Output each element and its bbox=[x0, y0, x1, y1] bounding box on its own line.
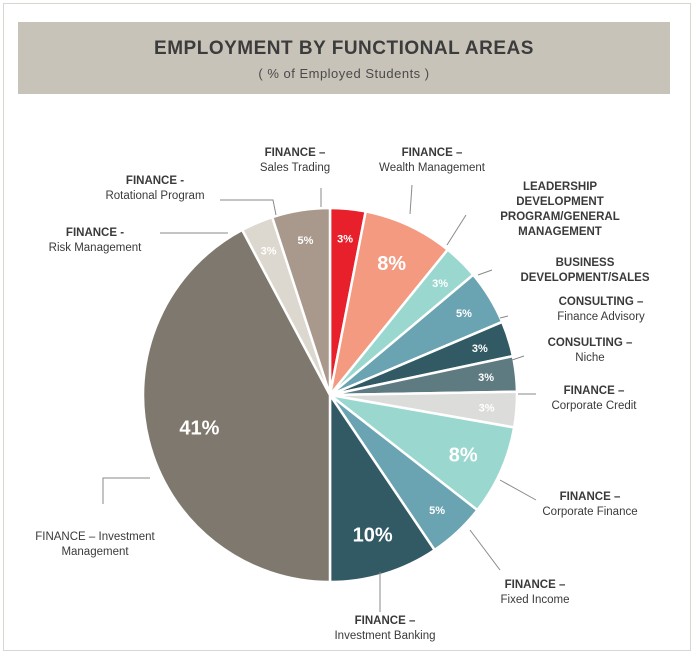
leader-line bbox=[446, 214, 467, 246]
leader-line bbox=[511, 355, 525, 361]
pie-slice bbox=[328, 390, 437, 584]
slice-category-label: FINANCE – Investment Management bbox=[35, 531, 155, 558]
leader-line bbox=[469, 529, 501, 571]
leader-line bbox=[102, 477, 150, 504]
slice-category-label: CONSULTING – Niche bbox=[548, 337, 633, 364]
slice-value-label: 3% bbox=[432, 278, 448, 290]
slice-value-label: 3% bbox=[478, 372, 494, 384]
leader-line bbox=[499, 479, 537, 501]
slice-category-label: FINANCE – Corporate Finance bbox=[542, 491, 637, 518]
slice-category-label: CONSULTING – Finance Advisory bbox=[557, 296, 645, 323]
chart-subtitle: ( % of Employed Students ) bbox=[258, 66, 430, 81]
pie-slice bbox=[141, 228, 332, 584]
chart-frame bbox=[3, 3, 691, 651]
slice-category-label: FINANCE -Risk Management bbox=[49, 227, 142, 254]
pie-slice bbox=[270, 206, 332, 396]
slice-value-label: 10% bbox=[353, 524, 393, 546]
slice-value-label: 3% bbox=[479, 402, 495, 414]
slice-category-label: FINANCE – Investment Banking bbox=[334, 615, 435, 642]
slice-value-label: 5% bbox=[429, 505, 445, 517]
chart-title: EMPLOYMENT BY FUNCTIONAL AREAS bbox=[154, 38, 534, 59]
slice-category-label: FINANCE -Rotational Program bbox=[105, 175, 204, 202]
slice-category-label: FINANCE – Sales Trading bbox=[260, 147, 330, 174]
slice-value-label: 8% bbox=[377, 253, 406, 275]
chart-header: EMPLOYMENT BY FUNCTIONAL AREAS ( % of Em… bbox=[18, 22, 670, 94]
slice-category-label: LEADERSHIP DEVELOPMENT PROGRAM/GENERAL MANA… bbox=[500, 181, 619, 238]
leader-line bbox=[409, 184, 413, 215]
slice-category-label: FINANCE – Fixed Income bbox=[500, 579, 569, 606]
pie-slice bbox=[328, 209, 450, 396]
slice-category-label: FINANCE – Corporate Credit bbox=[551, 385, 637, 412]
slice-category-label: BUSINESS DEVELOPMENT/SALES bbox=[520, 257, 649, 284]
slice-value-label: 5% bbox=[297, 235, 313, 247]
slice-value-label: 3% bbox=[337, 234, 353, 246]
leader-line bbox=[220, 199, 277, 216]
slice-value-label: 3% bbox=[261, 245, 277, 257]
leader-line bbox=[477, 269, 493, 276]
slice-value-label: 5% bbox=[456, 308, 472, 320]
pie-slice bbox=[329, 393, 516, 512]
leader-line bbox=[499, 315, 509, 319]
slice-value-label: 3% bbox=[472, 343, 488, 355]
slice-value-label: 8% bbox=[449, 444, 478, 466]
slice-value-label: 41% bbox=[179, 418, 219, 440]
slice-category-label: FINANCE – Wealth Management bbox=[379, 147, 486, 174]
